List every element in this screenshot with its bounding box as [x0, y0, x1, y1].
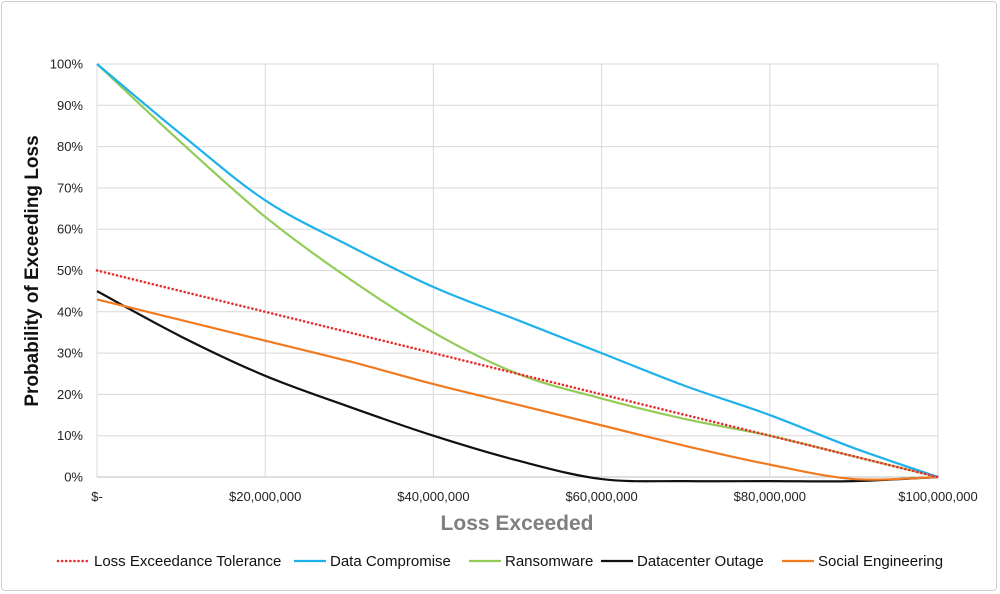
legend-label-social-engineering: Social Engineering [818, 553, 943, 570]
x-axis-title: Loss Exceeded [441, 512, 594, 535]
legend-label-loss-exceedance-tolerance: Loss Exceedance Tolerance [94, 553, 281, 570]
y-tick-labels: 0% 10% 20% 30% 40% 50% 60% 70% 80% 90% 100% [50, 57, 84, 485]
x-tick-label: $- [91, 489, 103, 504]
grid-lines [96, 63, 939, 478]
x-tick-label: $100,000,000 [898, 489, 978, 504]
series-line-loss-exceedance-tolerance [95, 269, 940, 479]
y-tick-label: 70% [57, 180, 83, 195]
series-lines [95, 63, 940, 483]
x-tick-label: $60,000,000 [565, 489, 637, 504]
y-tick-label: 30% [57, 346, 83, 361]
series-line-social-engineering [96, 298, 939, 481]
y-tick-label: 10% [57, 428, 83, 443]
legend-label-ransomware: Ransomware [505, 553, 593, 570]
x-tick-label: $40,000,000 [397, 489, 469, 504]
y-tick-label: 0% [64, 470, 83, 485]
y-tick-label: 50% [57, 263, 83, 278]
series-line-data-compromise [96, 63, 939, 479]
y-tick-label: 90% [57, 98, 83, 113]
y-tick-label: 80% [57, 139, 83, 154]
legend: Loss Exceedance Tolerance Data Compromise… [56, 553, 943, 570]
legend-label-data-compromise: Data Compromise [330, 553, 451, 570]
x-tick-labels: $- $20,000,000 $40,000,000 $60,000,000 $80,0… [91, 489, 978, 504]
legend-label-datacenter-outage: Datacenter Outage [637, 553, 764, 570]
y-tick-label: 100% [50, 57, 84, 72]
x-tick-label: $80,000,000 [734, 489, 806, 504]
y-tick-label: 60% [57, 222, 83, 237]
series-line-datacenter-outage [96, 290, 939, 483]
y-tick-label: 20% [57, 387, 83, 402]
y-axis-title: Probability of Exceeding Loss [22, 135, 43, 406]
x-tick-label: $20,000,000 [229, 489, 301, 504]
y-tick-label: 40% [57, 304, 83, 319]
